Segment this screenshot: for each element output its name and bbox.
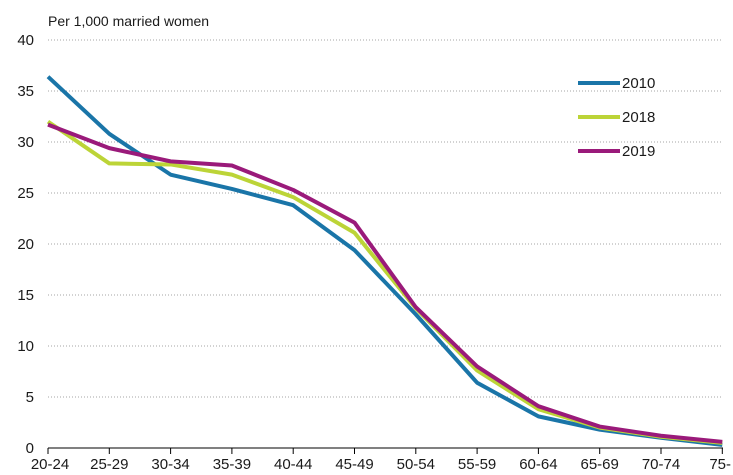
y-axis-title: Per 1,000 married women: [48, 13, 209, 29]
x-tick-label: 45-49: [335, 456, 373, 473]
y-tick-label: 20: [17, 236, 34, 253]
legend-label: 2019: [622, 143, 655, 160]
x-tick-label: 65-69: [581, 456, 619, 473]
x-tick-label: 30-34: [151, 456, 189, 473]
x-tick-label: 75-: [709, 456, 731, 473]
x-tick-label: 55-59: [458, 456, 496, 473]
x-tick-label: 70-74: [642, 456, 680, 473]
x-tick-label: 25-29: [90, 456, 128, 473]
y-tick-label: 35: [17, 83, 34, 100]
legend: 2010 2018 2019: [578, 75, 655, 160]
series-line-2010: [46, 75, 723, 447]
y-tick-label: 25: [17, 185, 34, 202]
legend-label: 2010: [622, 75, 655, 92]
series-lines: [46, 75, 723, 447]
y-tick-label: 30: [17, 134, 34, 151]
axes: [47, 447, 723, 454]
y-tick-label: 10: [17, 338, 34, 355]
x-tick-label: 35-39: [213, 456, 251, 473]
legend-label: 2018: [622, 109, 655, 126]
x-tick-label: 50-54: [397, 456, 435, 473]
y-tick-label: 0: [26, 440, 34, 457]
x-tick-label: 20-24: [31, 456, 69, 473]
x-tick-label: 60-64: [519, 456, 557, 473]
y-tick-label: 5: [26, 389, 34, 406]
x-tick-labels: 20-24 25-29 30-34 35-39 40-44 45-49 50-54 55-59…: [31, 456, 731, 473]
x-tick-label: 40-44: [274, 456, 312, 473]
y-tick-label: 40: [17, 32, 34, 49]
y-tick-labels: 0 5 10 15 20 25 30 35 40: [17, 32, 34, 457]
y-tick-label: 15: [17, 287, 34, 304]
series-line-2019: [47, 122, 723, 444]
grid-lines: [48, 39, 723, 398]
